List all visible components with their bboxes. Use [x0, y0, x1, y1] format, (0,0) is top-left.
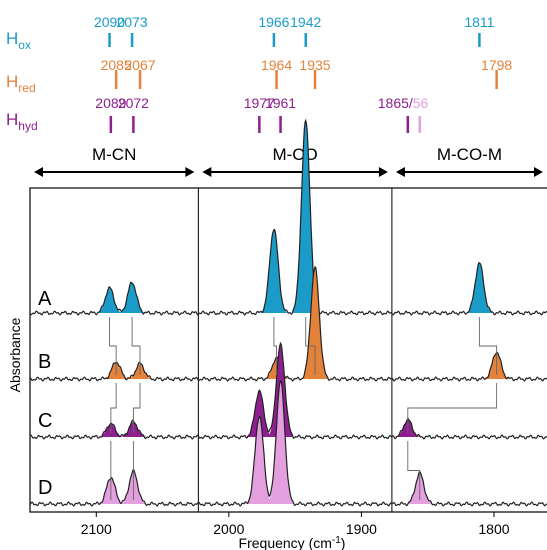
x-tick-label-1900: 1900	[346, 521, 377, 537]
stick-label-hyd-2: 1977	[244, 95, 275, 111]
region-arrowhead-left-0	[34, 167, 43, 177]
stick-label-hyd-4: 1865/	[378, 95, 413, 111]
spectrum-C	[29, 341, 547, 440]
stick-label-hyd-3: 1961	[265, 95, 296, 111]
peak-D-1977	[246, 415, 273, 504]
spectrum-A	[29, 118, 547, 316]
spectrum-D	[29, 380, 547, 507]
x-tick-label-1800: 1800	[478, 521, 509, 537]
x-axis-label: Frequency (cm-1)	[239, 535, 346, 550]
stick-label-red-1: 2067	[124, 57, 155, 73]
peak-A-1942	[293, 121, 319, 313]
spectrum-B	[29, 266, 547, 382]
correlation-link-4	[478, 317, 498, 375]
region-label-2: M-CO-M	[437, 145, 502, 164]
stick-label-ox-3: 1942	[290, 14, 321, 30]
correlation-link-1	[131, 317, 141, 375]
plot-frame	[29, 187, 547, 513]
stick-label-red-0: 2085	[101, 57, 132, 73]
spectrum-label-B: B	[38, 351, 51, 373]
spectrum-label-D: D	[38, 477, 52, 499]
stick-label-ox-1: 2073	[116, 14, 147, 30]
region-label-1: M-CO	[272, 145, 317, 164]
stick-row-label-hyd: Hhyd	[6, 110, 38, 133]
region-arrowhead-right-1	[378, 167, 388, 177]
region-arrowhead-right-0	[185, 167, 195, 177]
stick-label-red-3: 1935	[299, 57, 330, 73]
correlation-link-6	[132, 383, 141, 433]
peak-C-1977	[246, 390, 273, 437]
stick-label-ox-4: 1811	[464, 14, 494, 30]
x-tick-label-2000: 2000	[213, 521, 244, 537]
stick-label-hyd-5: 56	[413, 95, 429, 111]
peak-A-1966	[261, 228, 287, 313]
region-arrowhead-left-1	[202, 167, 212, 177]
region-arrowhead-right-2	[534, 167, 543, 177]
correlation-link-0	[109, 317, 117, 375]
stick-row-label-ox: Hox	[6, 29, 31, 52]
stick-label-hyd-0: 2089	[95, 95, 126, 111]
spectrum-label-A: A	[38, 288, 52, 310]
region-arrowhead-left-2	[395, 167, 405, 177]
stick-label-red-4: 1798	[481, 57, 512, 73]
y-axis-label: Absorbance	[7, 317, 23, 392]
correlation-link-10	[407, 441, 421, 500]
x-axis-label-superscript: -1	[332, 535, 341, 546]
stick-row-label-red: Hred	[6, 72, 36, 95]
correlation-link-2	[273, 317, 278, 375]
correlation-link-5	[110, 383, 117, 433]
stick-label-ox-2: 1966	[258, 14, 289, 30]
stick-row-subscript-ox: ox	[18, 38, 31, 52]
region-label-0: M-CN	[92, 145, 136, 164]
stick-label-red-2: 1964	[261, 57, 292, 73]
spectrum-label-C: C	[38, 410, 52, 432]
stick-row-subscript-hyd: hyd	[18, 119, 37, 133]
correlation-link-3	[305, 317, 316, 375]
stick-label-hyd-1: 2072	[118, 95, 149, 111]
stick-row-subscript-red: red	[18, 81, 35, 95]
stick-label-ox-0: 2090	[94, 14, 125, 30]
x-axis-label-close: )	[341, 535, 346, 550]
correlation-link-7	[407, 383, 498, 433]
x-tick-label-2100: 2100	[81, 521, 112, 537]
